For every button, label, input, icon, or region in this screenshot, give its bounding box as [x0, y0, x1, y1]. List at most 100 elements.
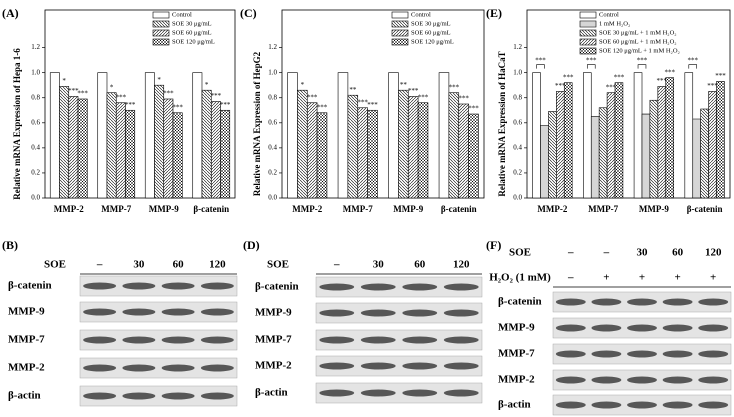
y-tick-label: 1.2 — [513, 43, 522, 51]
blot-band — [360, 309, 396, 317]
bar — [398, 89, 409, 199]
blot-band — [161, 308, 195, 316]
treatment-label: SOE — [509, 247, 531, 259]
bar — [367, 109, 378, 199]
blot-strip — [315, 276, 483, 298]
significance-label: *** — [172, 103, 183, 111]
blot-band — [627, 324, 657, 332]
comparison-label: *** — [535, 56, 546, 64]
comparison-label: *** — [687, 56, 698, 64]
significance-label: *** — [163, 90, 174, 98]
blot-band — [662, 376, 693, 384]
y-tick-label: 0.6 — [513, 118, 522, 126]
blot-strip — [315, 355, 483, 377]
legend-swatch — [579, 47, 597, 55]
significance-label: *** — [458, 95, 469, 103]
blot-strip — [79, 301, 238, 323]
bar — [606, 92, 616, 199]
blot-band — [402, 283, 438, 291]
bar — [347, 94, 359, 199]
x-tick-label: β-catenin — [441, 204, 477, 214]
bar — [583, 72, 592, 199]
bar — [641, 113, 651, 199]
bar — [417, 102, 429, 199]
legend-label: Control — [411, 11, 431, 18]
treatment-level: + — [674, 272, 680, 284]
legend-label: SOE 120 μg/mL — [172, 38, 215, 45]
bar — [68, 96, 79, 199]
x-tick-label: MMP-7 — [101, 204, 131, 214]
bar — [220, 109, 231, 199]
significance-label: *** — [125, 101, 136, 109]
bar — [192, 72, 203, 199]
legend-swatch — [579, 20, 597, 28]
treatment-level: 30 — [637, 247, 649, 259]
bar — [649, 99, 659, 199]
significance-label: * — [301, 81, 305, 89]
bar — [59, 86, 70, 199]
blot-band — [200, 282, 234, 290]
bar — [692, 118, 701, 199]
blot-band — [698, 324, 729, 332]
blot-band — [555, 401, 586, 409]
blot-band — [200, 392, 234, 400]
bar — [716, 81, 725, 199]
y-tick-label: 1.2 — [268, 43, 277, 51]
blot-band — [591, 298, 622, 306]
significance-label: *** — [367, 101, 378, 109]
bar — [458, 103, 469, 199]
significance-label: *** — [707, 82, 718, 90]
blot-band — [360, 283, 396, 291]
y-tick-label: 1.0 — [31, 68, 40, 76]
blot-band — [662, 298, 693, 306]
blot-band — [83, 282, 117, 290]
significance-label: *** — [418, 93, 429, 101]
blot-band — [627, 376, 657, 384]
blot-band — [591, 350, 622, 358]
x-tick-label: β-catenin — [687, 204, 723, 214]
blot-band — [200, 336, 234, 344]
bar — [154, 84, 165, 199]
blot-band — [402, 389, 438, 397]
treatment-level: 120 — [453, 259, 470, 271]
blot-band — [200, 308, 234, 316]
blot-band — [662, 401, 693, 409]
blot-band — [627, 298, 657, 306]
blot-strip — [315, 329, 483, 351]
panel-label: (F) — [486, 238, 501, 252]
protein-label: β-actin — [255, 387, 288, 399]
blot-band — [443, 336, 479, 344]
y-axis-label: Relative mRNA Expression of HaCaT — [497, 51, 507, 196]
protein-label: MMP-9 — [498, 322, 535, 334]
blot-band — [591, 376, 622, 384]
blot-band — [443, 283, 479, 291]
y-axis-label: Relative mRNA Expression of Hepa 1-6 — [12, 48, 22, 200]
blot-strip — [79, 275, 238, 297]
blot-band — [443, 362, 479, 370]
legend-swatch — [579, 38, 597, 46]
protein-label: β-catenin — [255, 281, 299, 293]
y-tick-label: 0.0 — [268, 194, 277, 202]
blot-strip — [315, 382, 483, 404]
blot-band — [402, 362, 438, 370]
bar — [563, 82, 573, 199]
bar — [297, 89, 308, 199]
blot-strip — [79, 329, 238, 351]
blot-strip — [315, 302, 483, 324]
treatment-level: + — [603, 272, 609, 284]
y-tick-label: 0.8 — [268, 93, 277, 101]
blot-band — [200, 364, 234, 372]
legend-swatch — [152, 11, 170, 19]
blot-band — [122, 282, 156, 290]
comparison-bracket — [637, 64, 647, 69]
bar — [172, 112, 183, 199]
blot-band — [319, 336, 355, 344]
bar — [468, 113, 479, 199]
blot-band — [83, 364, 117, 372]
x-tick-label: β-catenin — [193, 204, 229, 214]
x-tick-label: MMP-2 — [54, 204, 84, 214]
bar — [633, 72, 643, 199]
significance-label: *** — [408, 87, 419, 95]
protein-label: MMP-2 — [8, 362, 45, 374]
